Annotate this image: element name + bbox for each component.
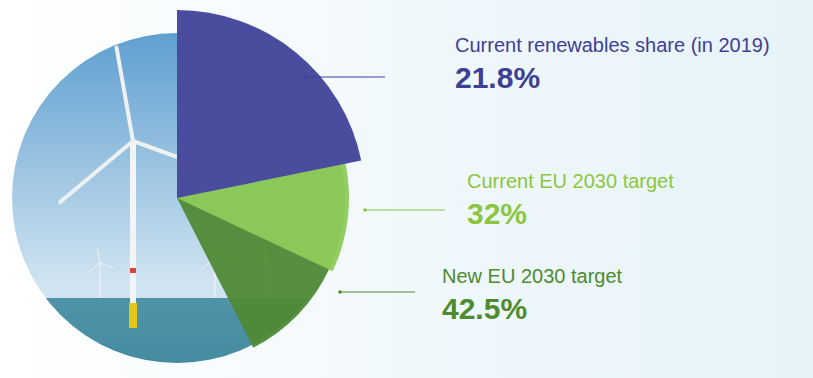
- slice: [177, 10, 361, 198]
- slices: [177, 10, 361, 348]
- leader-dot: [338, 290, 342, 294]
- turbine-blade: [100, 263, 113, 268]
- chart: Current renewables share (in 2019) 21.8% C…: [0, 0, 813, 378]
- leader-line: [340, 291, 415, 292]
- leader-line: [305, 76, 385, 77]
- data-label: 42.5%: [442, 292, 527, 325]
- turbine-tower: [100, 263, 101, 298]
- turbine-band: [130, 268, 136, 273]
- turbine-blade: [98, 249, 100, 263]
- category-label: Current renewables share (in 2019): [455, 34, 770, 56]
- labels: Current renewables share (in 2019) 21.8% C…: [303, 34, 769, 325]
- category-label: Current EU 2030 target: [467, 170, 674, 192]
- leader-line: [365, 209, 445, 210]
- turbine-blade: [60, 141, 133, 202]
- data-label: 32%: [467, 197, 527, 230]
- data-label: 21.8%: [455, 61, 540, 94]
- turbine-tower: [130, 141, 136, 316]
- leader-dot: [363, 208, 367, 212]
- leader-dot: [303, 75, 307, 79]
- category-label: New EU 2030 target: [442, 265, 623, 287]
- turbine-blade: [117, 47, 133, 141]
- turbine-blade: [89, 263, 100, 272]
- turbine-base: [129, 303, 137, 328]
